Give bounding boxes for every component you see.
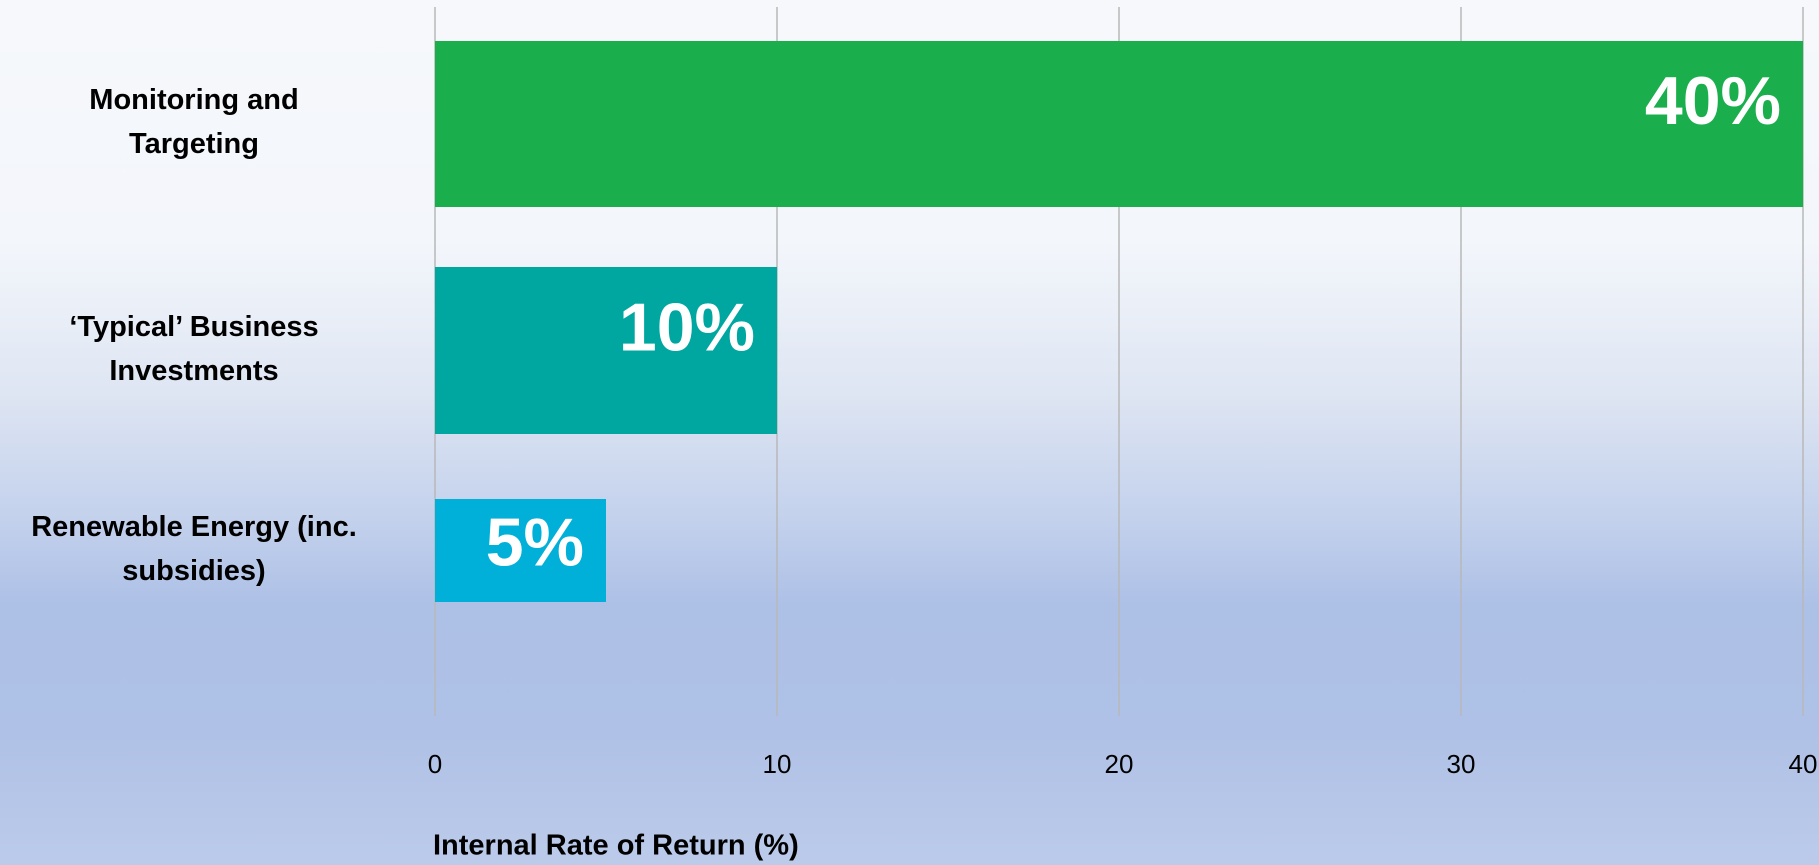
y-tick-label: ‘Typical’ Business Investments [69, 310, 319, 387]
data-label: 5% [486, 504, 584, 580]
x-tick-label: 30 [1447, 749, 1476, 779]
x-tick-label: 40 [1789, 749, 1818, 779]
bar [435, 499, 606, 602]
x-tick-label: 0 [428, 749, 442, 779]
y-tick-label: Monitoring and Targeting [89, 84, 299, 160]
y-tick-label: Renewable Energy (inc. subsidies) [31, 510, 357, 587]
x-axis-title: Internal Rate of Return (%) [433, 830, 799, 862]
bar [435, 41, 1803, 207]
data-label: 10% [619, 289, 755, 365]
x-tick-label: 20 [1105, 749, 1134, 779]
data-label: 40% [1645, 63, 1781, 139]
bar [435, 267, 777, 434]
x-tick-label: 10 [763, 749, 792, 779]
